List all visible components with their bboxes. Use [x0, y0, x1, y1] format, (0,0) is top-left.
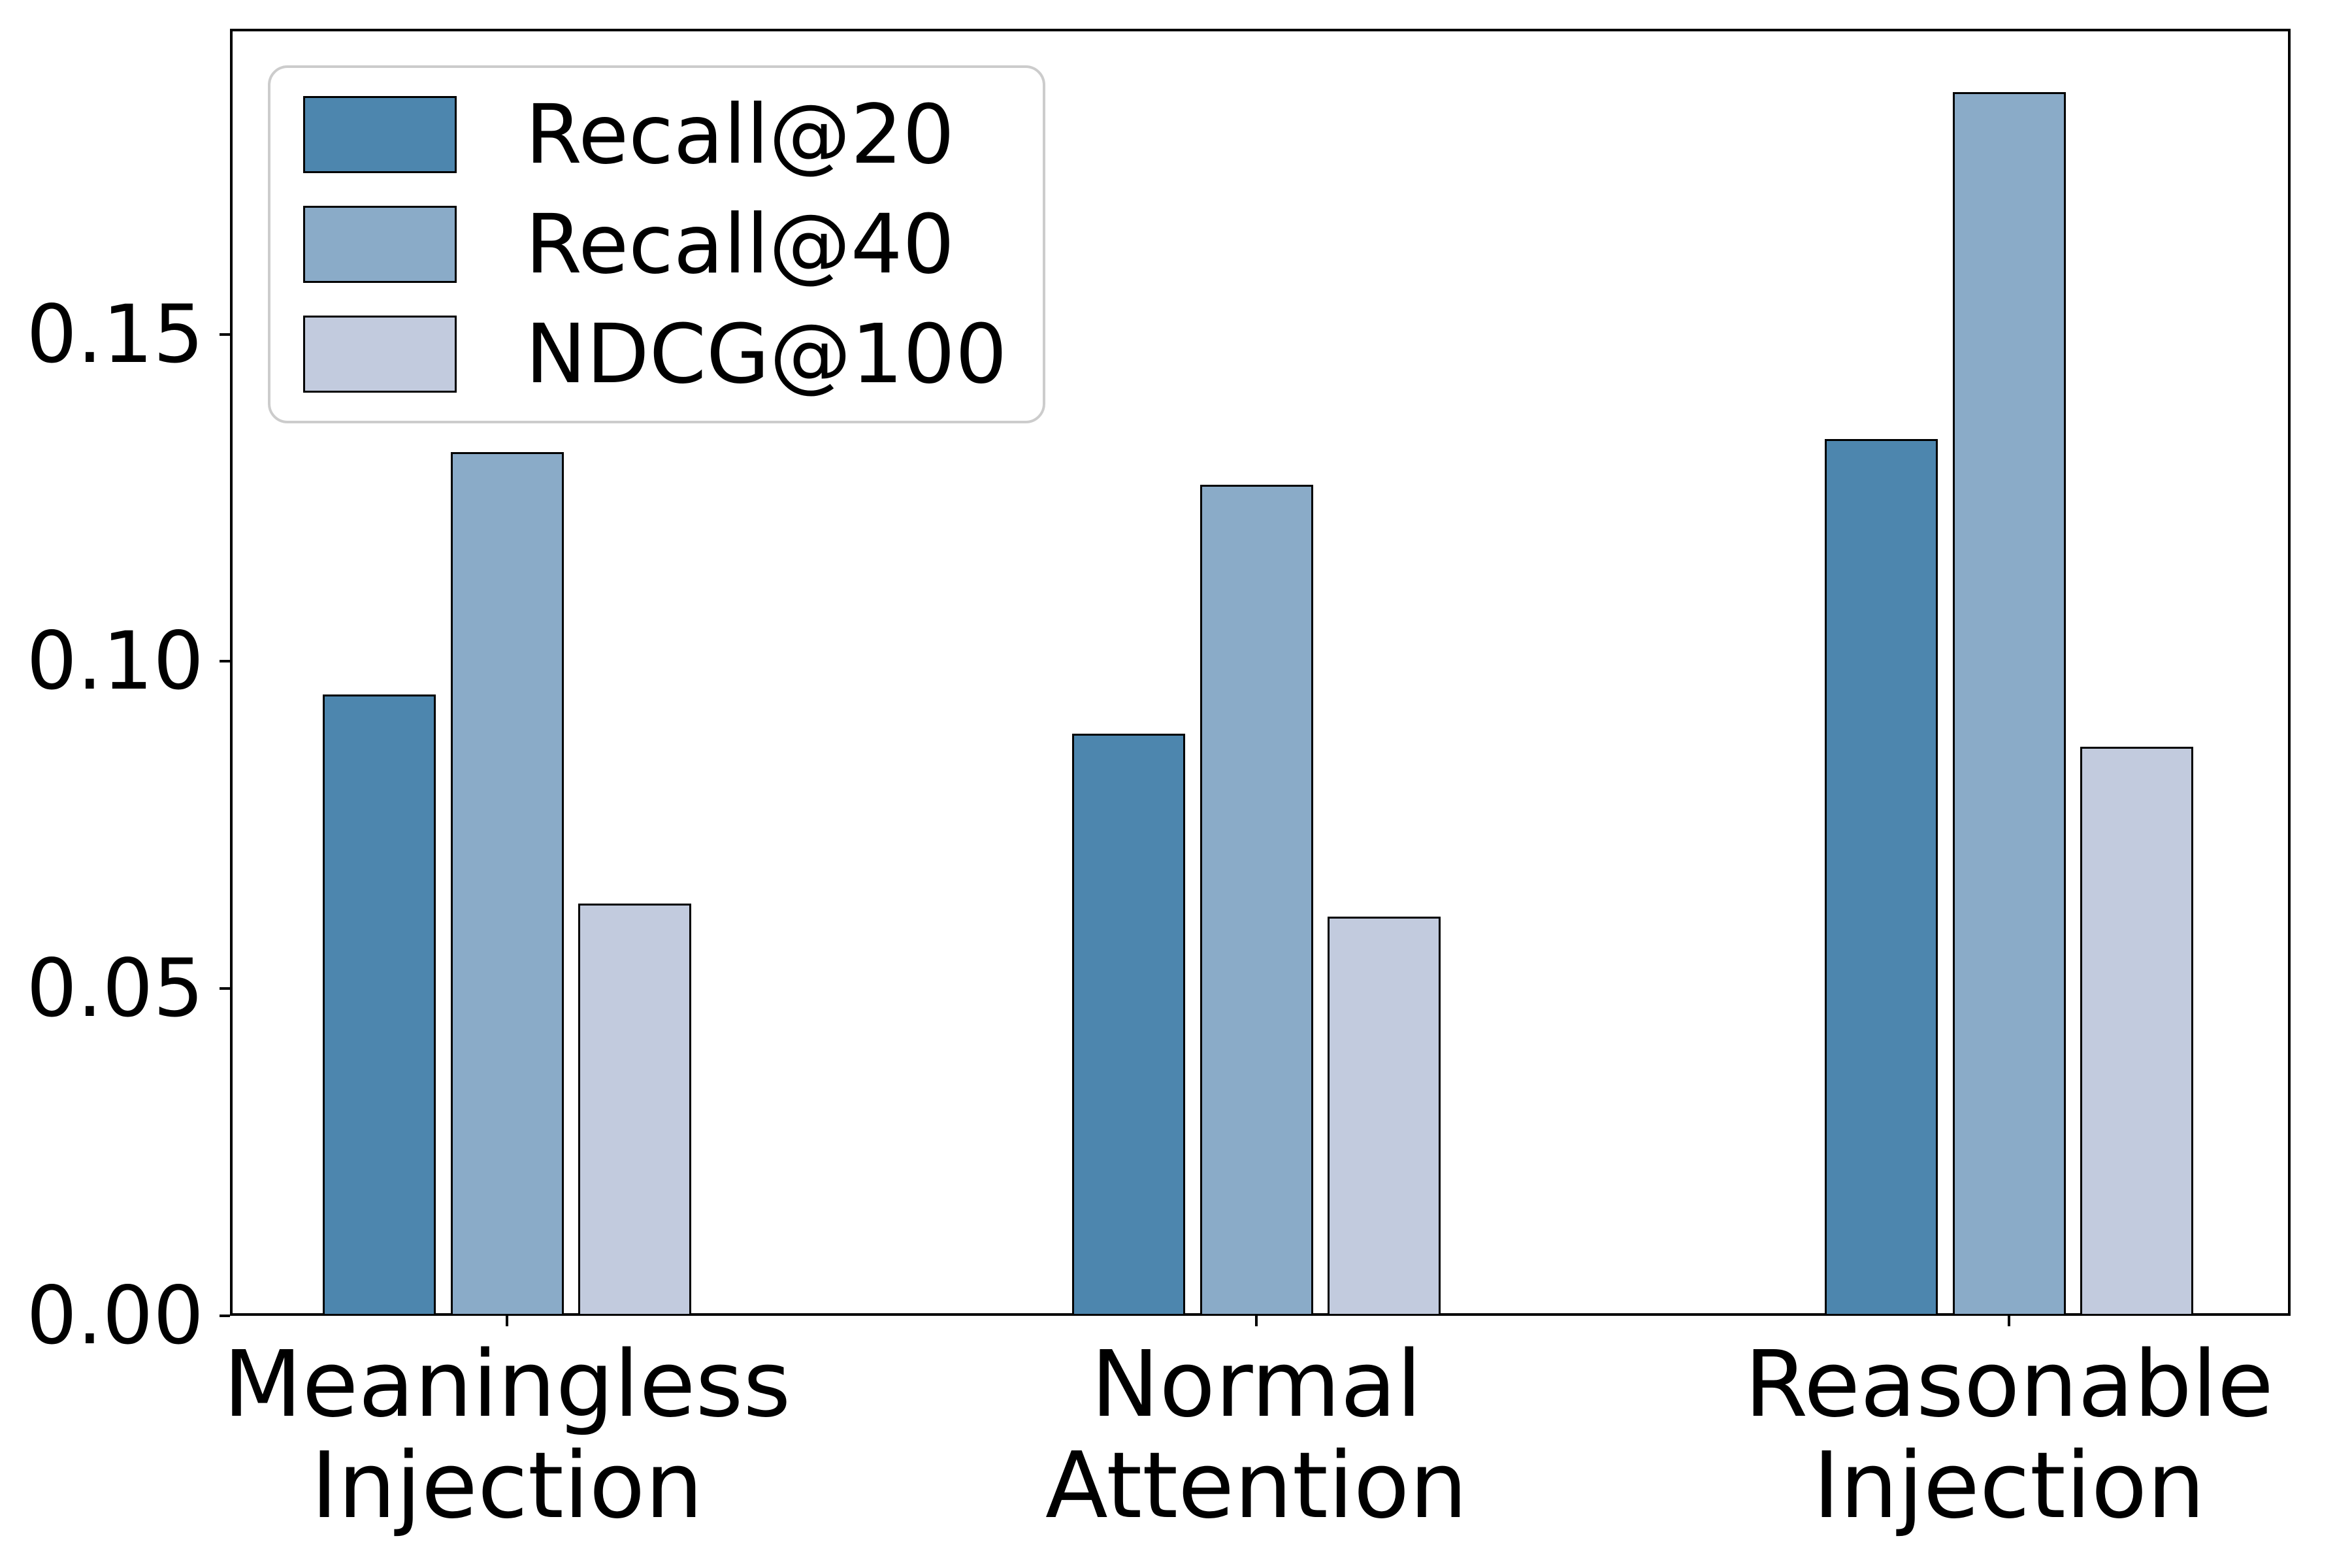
- bar-ndcg-100-group-3: [2080, 746, 2193, 1316]
- legend-label: Recall@40: [525, 197, 955, 292]
- bar-recall-20-group-3: [1825, 438, 1938, 1316]
- bar-ndcg-100-group-2: [1328, 917, 1441, 1316]
- bar-recall-40-group-1: [450, 451, 564, 1316]
- x-tick-mark: [506, 1316, 508, 1326]
- bar-recall-20-group-2: [1072, 733, 1185, 1316]
- x-category-label: Normal Attention: [1045, 1331, 1468, 1539]
- y-tick-label: 0.10: [26, 615, 204, 708]
- y-tick-label: 0.05: [26, 942, 204, 1036]
- bar-ndcg-100-group-1: [578, 904, 691, 1316]
- legend-item: Recall@40: [270, 189, 1043, 299]
- legend-item: NDCG@100: [270, 299, 1043, 409]
- legend-swatch-icon: [303, 316, 457, 393]
- legend: Recall@20 Recall@40 NDCG@100: [268, 65, 1045, 423]
- y-tick-label: 0.15: [26, 287, 204, 381]
- x-tick-mark: [1255, 1316, 1258, 1326]
- legend-item: Recall@20: [270, 80, 1043, 189]
- legend-label: Recall@20: [525, 87, 955, 182]
- legend-swatch-icon: [303, 206, 457, 283]
- legend-swatch-icon: [303, 96, 457, 173]
- x-category-label: Meaningless Injection: [223, 1331, 791, 1539]
- y-tick-mark: [220, 333, 230, 336]
- y-tick-mark: [220, 660, 230, 663]
- y-tick-label: 0.00: [26, 1269, 204, 1362]
- y-tick-mark: [220, 1315, 230, 1317]
- bar-recall-40-group-2: [1200, 485, 1313, 1316]
- bar-recall-40-group-3: [1952, 92, 2066, 1316]
- legend-label: NDCG@100: [525, 306, 1007, 402]
- x-category-label: Reasonable Injection: [1744, 1331, 2274, 1539]
- y-tick-mark: [220, 987, 230, 990]
- bar-recall-20-group-1: [323, 694, 436, 1316]
- x-tick-mark: [2008, 1316, 2010, 1326]
